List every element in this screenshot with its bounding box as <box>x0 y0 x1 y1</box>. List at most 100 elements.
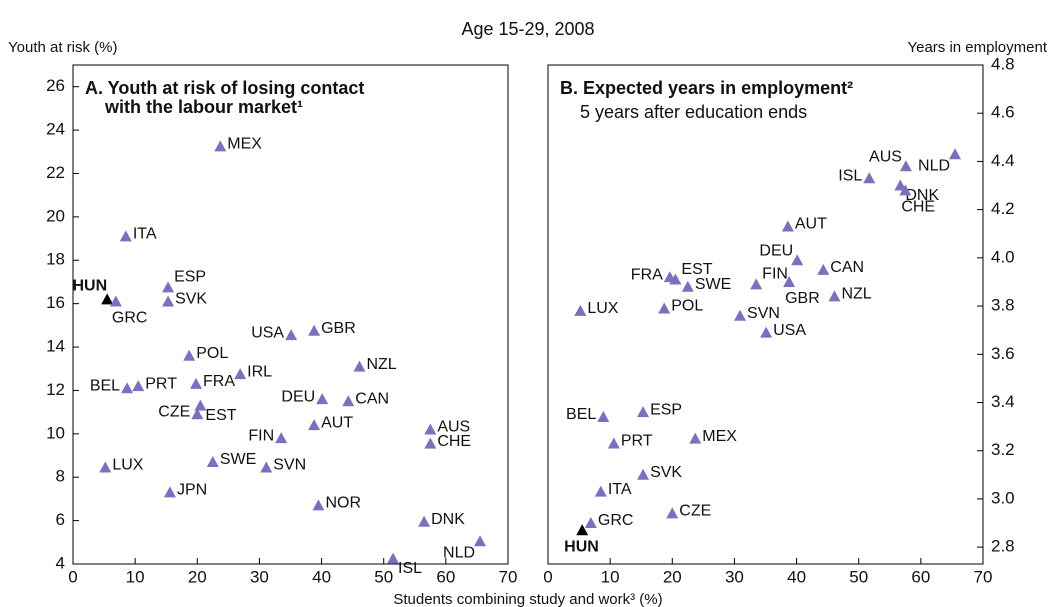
panel-title: A. Youth at risk of losing contact <box>85 78 364 98</box>
x-tick-label: 70 <box>974 567 993 586</box>
point-label: SWE <box>695 276 731 293</box>
point-marker <box>783 275 796 287</box>
x-tick-label: 0 <box>68 567 77 586</box>
y-tick-label: 6 <box>56 510 65 529</box>
x-tick-label: 30 <box>250 567 269 586</box>
x-tick-label: 60 <box>436 567 455 586</box>
y-tick-label: 3.0 <box>991 488 1015 507</box>
x-tick-label: 20 <box>663 567 682 586</box>
y-tick-label: 4 <box>56 553 65 572</box>
point-marker <box>899 160 912 172</box>
x-tick-label: 0 <box>543 567 552 586</box>
y-tick-label: 3.8 <box>991 296 1015 315</box>
point-marker <box>214 140 227 152</box>
point-label: GBR <box>321 320 356 337</box>
y-tick-label: 4.4 <box>991 151 1015 170</box>
point-marker <box>308 419 321 431</box>
y-axis-title: Years in employment <box>907 39 1047 56</box>
x-tick-label: 10 <box>126 567 145 586</box>
point-label: PRT <box>145 375 177 392</box>
point-marker <box>669 273 682 285</box>
point-marker <box>474 535 487 547</box>
point-marker <box>191 408 204 420</box>
y-tick-label: 4.8 <box>991 54 1015 73</box>
x-tick-label: 50 <box>374 567 393 586</box>
x-tick-label: 60 <box>911 567 930 586</box>
point-marker <box>791 254 804 266</box>
plot-frame <box>72 64 509 565</box>
point-label: AUS <box>869 148 902 165</box>
point-marker <box>584 517 597 529</box>
point-label: POL <box>196 345 228 362</box>
point-label: CZE <box>679 503 711 520</box>
point-label: IRL <box>247 363 272 380</box>
panel-title: B. Expected years in employment² <box>560 78 853 98</box>
page-title: Age 15-29, 2008 <box>461 19 594 39</box>
y-tick-label: 4.0 <box>991 247 1015 266</box>
point-label: FRA <box>631 266 663 283</box>
x-tick-label: 30 <box>725 567 744 586</box>
x-axis-title: Students combining study and work³ (%) <box>393 591 662 607</box>
y-axis-title: Youth at risk (%) <box>8 39 118 56</box>
y-tick-label: 8 <box>56 467 65 486</box>
point-label: NZL <box>366 356 396 373</box>
point-label: USA <box>773 322 806 339</box>
point-label: GBR <box>785 290 820 307</box>
y-tick-label: 4.2 <box>991 199 1015 218</box>
y-tick-label: 18 <box>46 250 65 269</box>
point-marker <box>894 179 907 191</box>
point-label: HUN <box>564 538 599 555</box>
point-marker <box>734 309 747 321</box>
point-marker <box>689 432 702 444</box>
point-marker <box>132 380 145 392</box>
point-marker <box>607 437 620 449</box>
point-marker <box>275 432 288 444</box>
point-marker <box>576 524 589 536</box>
point-marker <box>109 295 122 307</box>
point-marker <box>574 304 587 316</box>
panel-title: with the labour market¹ <box>104 97 303 117</box>
point-label: ISL <box>398 560 422 577</box>
point-marker <box>949 148 962 160</box>
point-label: SVN <box>747 305 780 322</box>
point-label: FRA <box>203 373 235 390</box>
point-label: CAN <box>830 259 864 276</box>
point-marker <box>190 377 203 389</box>
x-tick-label: 70 <box>499 567 518 586</box>
point-label: EST <box>681 261 712 278</box>
point-marker <box>312 499 325 511</box>
panel-subtitle: 5 years after education ends <box>580 102 807 122</box>
point-label: SVN <box>273 457 306 474</box>
point-label: PRT <box>621 433 653 450</box>
point-marker <box>418 515 431 527</box>
point-marker <box>817 263 830 275</box>
point-marker <box>260 461 273 473</box>
y-tick-label: 22 <box>46 163 65 182</box>
point-marker <box>316 393 329 405</box>
y-tick-label: 16 <box>46 293 65 312</box>
point-marker <box>658 302 671 314</box>
point-marker <box>863 172 876 184</box>
point-marker <box>781 220 794 232</box>
point-label: CHE <box>901 199 935 216</box>
point-marker <box>101 293 114 305</box>
point-label: GRC <box>112 310 148 327</box>
point-label: ITA <box>608 481 632 498</box>
point-marker <box>119 230 132 242</box>
point-label: BEL <box>90 377 120 394</box>
y-tick-label: 26 <box>46 76 65 95</box>
point-label: HUN <box>73 278 108 295</box>
point-marker <box>424 437 437 449</box>
point-label: FIN <box>248 427 274 444</box>
point-label: BEL <box>566 406 596 423</box>
x-tick-label: 40 <box>312 567 331 586</box>
point-label: DEU <box>281 388 315 405</box>
point-marker <box>899 184 912 196</box>
point-label: CZE <box>158 404 190 421</box>
point-label: SVK <box>650 464 682 481</box>
point-label: NOR <box>325 495 361 512</box>
point-marker <box>828 290 841 302</box>
x-tick-label: 50 <box>849 567 868 586</box>
point-marker <box>285 329 298 341</box>
x-tick-label: 40 <box>787 567 806 586</box>
